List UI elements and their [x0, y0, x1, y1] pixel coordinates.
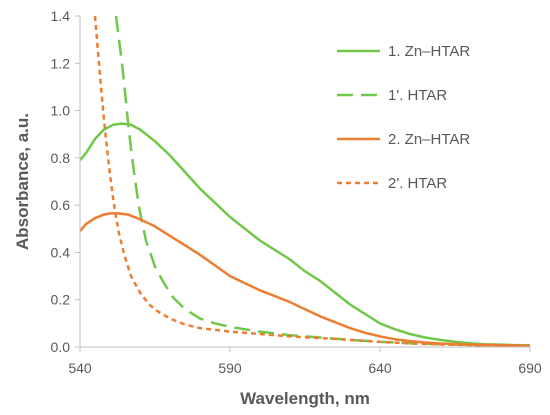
series-line-3	[80, 212, 530, 347]
tick-labels: 0.0 0.2 0.4 0.6 0.8 1.0 1.2 1.4 540 590 640 690	[51, 8, 542, 376]
legend-label-4: 2'. HTAR	[388, 175, 447, 192]
y-tick-label: 1.2	[51, 55, 71, 71]
x-tick-label: 690	[518, 360, 542, 376]
y-tick-label: 0.6	[51, 197, 71, 213]
y-tick-label: 0.8	[51, 150, 71, 166]
axes	[79, 16, 530, 348]
y-tick-label: 0.2	[51, 292, 71, 308]
y-axis-title: Absorbance, a.u.	[13, 113, 32, 250]
y-tick-label: 1.0	[51, 103, 71, 119]
legend-label-2: 1'. HTAR	[388, 87, 447, 104]
legend-label-3: 2. Zn–HTAR	[388, 131, 470, 148]
legend: 1. Zn–HTAR 1'. HTAR 2. Zn–HTAR 2'. HTAR	[337, 43, 470, 192]
x-tick-label: 540	[68, 360, 92, 376]
legend-label-1: 1. Zn–HTAR	[388, 43, 470, 60]
plot-area	[80, 16, 530, 347]
x-tick-label: 590	[218, 360, 242, 376]
y-tick-label: 1.4	[51, 8, 71, 24]
y-tick-label: 0.0	[51, 339, 71, 355]
series-line-2	[114, 16, 530, 347]
x-tick-label: 640	[368, 360, 392, 376]
series-line-4	[93, 16, 530, 347]
series-line-1	[80, 122, 530, 347]
y-tick-label: 0.4	[51, 244, 71, 260]
x-axis-title: Wavelength, nm	[240, 389, 370, 408]
